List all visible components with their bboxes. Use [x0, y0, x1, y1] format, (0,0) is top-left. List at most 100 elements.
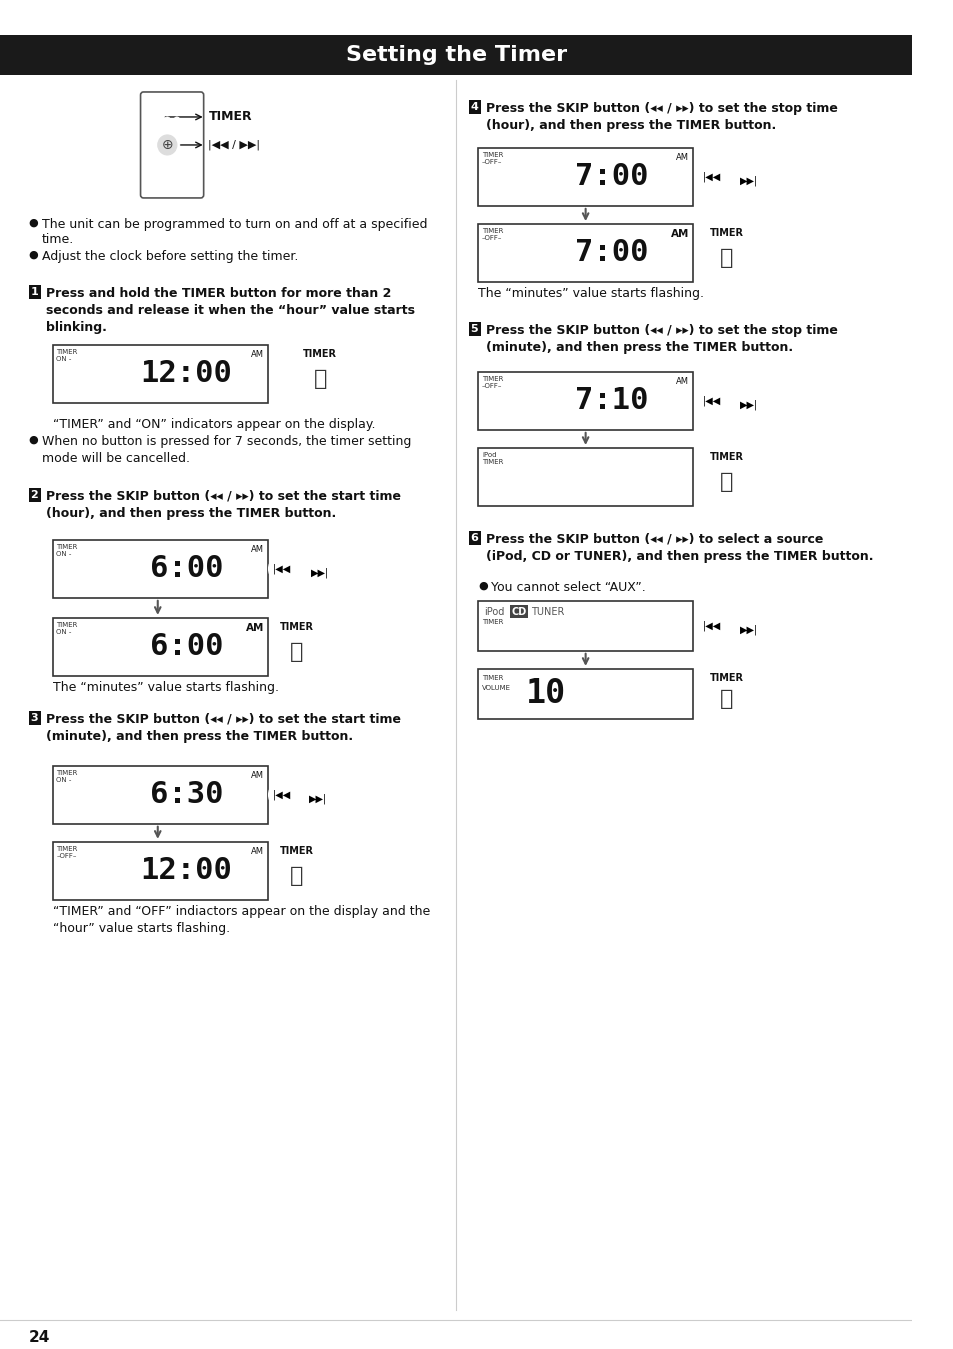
Circle shape [705, 677, 747, 720]
Text: CD: CD [511, 607, 526, 616]
Text: The unit can be programmed to turn on and off at a specified
time.: The unit can be programmed to turn on an… [42, 219, 427, 246]
Circle shape [154, 127, 160, 134]
Text: 3: 3 [30, 712, 38, 723]
Text: ▶▶|: ▶▶| [311, 568, 329, 579]
Text: AM: AM [251, 847, 264, 855]
Text: TIMER: TIMER [208, 111, 252, 124]
FancyBboxPatch shape [468, 100, 480, 113]
Text: |◀◀: |◀◀ [702, 395, 720, 406]
Text: TIMER
ON -: TIMER ON - [56, 622, 78, 635]
Circle shape [173, 142, 179, 148]
Text: iPod: iPod [483, 607, 503, 616]
Text: 12:00: 12:00 [140, 857, 233, 885]
Text: TIMER: TIMER [279, 846, 314, 855]
Circle shape [705, 460, 747, 505]
Circle shape [275, 630, 317, 673]
Circle shape [731, 163, 765, 198]
Circle shape [164, 117, 170, 123]
Text: 👋: 👋 [720, 248, 733, 268]
Text: Press the SKIP button (◂◂ / ▸▸) to set the stop time
(minute), and then press th: Press the SKIP button (◂◂ / ▸▸) to set t… [485, 324, 837, 353]
Text: 2: 2 [30, 490, 38, 500]
Text: ▶▶|: ▶▶| [309, 793, 327, 804]
Text: 5: 5 [470, 324, 477, 335]
Text: TIMER
ON -: TIMER ON - [56, 349, 78, 362]
Text: 7:10: 7:10 [575, 386, 648, 415]
Text: Press and hold the TIMER button for more than 2
seconds and release it when the : Press and hold the TIMER button for more… [46, 287, 415, 335]
Circle shape [705, 236, 747, 281]
Text: |◀◀: |◀◀ [273, 564, 291, 575]
Text: 👋: 👋 [720, 689, 733, 708]
Text: VOLUME: VOLUME [481, 685, 511, 691]
Text: TIMER
–OFF–: TIMER –OFF– [481, 228, 503, 241]
Circle shape [164, 127, 170, 134]
FancyBboxPatch shape [29, 285, 41, 299]
Text: 6:30: 6:30 [150, 780, 223, 809]
FancyBboxPatch shape [468, 322, 480, 336]
Text: Setting the Timer: Setting the Timer [345, 45, 566, 65]
Circle shape [154, 177, 160, 183]
Text: You cannot select “AUX”.: You cannot select “AUX”. [491, 581, 645, 594]
FancyBboxPatch shape [477, 669, 693, 719]
Text: 👋: 👋 [314, 368, 327, 389]
Text: AM: AM [670, 229, 689, 239]
Text: ●: ● [29, 250, 38, 260]
Text: TIMER: TIMER [303, 349, 337, 359]
FancyBboxPatch shape [477, 372, 693, 430]
FancyBboxPatch shape [0, 35, 911, 76]
Circle shape [699, 163, 725, 192]
Circle shape [301, 781, 335, 816]
FancyBboxPatch shape [140, 92, 203, 198]
Circle shape [164, 152, 170, 158]
Text: AM: AM [676, 376, 689, 386]
Text: TIMER: TIMER [709, 228, 743, 237]
Circle shape [154, 117, 160, 123]
FancyBboxPatch shape [52, 618, 268, 676]
Text: Press the SKIP button (◂◂ / ▸▸) to set the start time
(minute), and then press t: Press the SKIP button (◂◂ / ▸▸) to set t… [46, 712, 400, 743]
FancyBboxPatch shape [29, 711, 41, 724]
FancyBboxPatch shape [477, 448, 693, 506]
Text: TIMER
ON -: TIMER ON - [56, 544, 78, 557]
Circle shape [731, 387, 765, 422]
Circle shape [173, 127, 179, 134]
Circle shape [269, 554, 295, 583]
Circle shape [699, 387, 725, 415]
Text: 6:00: 6:00 [150, 633, 223, 661]
Text: 12:00: 12:00 [140, 359, 233, 389]
Text: TUNER: TUNER [530, 607, 563, 616]
Text: 1: 1 [30, 287, 38, 297]
Text: AM: AM [251, 770, 264, 780]
FancyBboxPatch shape [477, 600, 693, 650]
Text: 4: 4 [470, 103, 477, 112]
Circle shape [154, 167, 160, 173]
Circle shape [299, 357, 341, 401]
Circle shape [154, 142, 160, 148]
Text: “TIMER” and “ON” indicators appear on the display.: “TIMER” and “ON” indicators appear on th… [52, 418, 375, 430]
FancyBboxPatch shape [52, 766, 268, 824]
Circle shape [157, 135, 176, 155]
Circle shape [173, 167, 179, 173]
Circle shape [173, 177, 179, 183]
Text: TIMER: TIMER [481, 674, 503, 681]
Text: TIMER
–OFF–: TIMER –OFF– [481, 376, 503, 389]
FancyBboxPatch shape [477, 224, 693, 282]
Text: ▶▶|: ▶▶| [739, 625, 757, 635]
Circle shape [154, 107, 160, 113]
Text: TIMER
ON -: TIMER ON - [56, 770, 78, 782]
Circle shape [173, 117, 179, 123]
Text: 👋: 👋 [290, 866, 303, 886]
Text: |◀◀: |◀◀ [702, 171, 720, 182]
Text: When no button is pressed for 7 seconds, the timer setting
mode will be cancelle: When no button is pressed for 7 seconds,… [42, 434, 411, 465]
FancyBboxPatch shape [52, 842, 268, 900]
Text: TIMER
–OFF–: TIMER –OFF– [56, 846, 78, 859]
Circle shape [164, 177, 170, 183]
Text: TIMER: TIMER [279, 622, 314, 631]
Text: |◀◀: |◀◀ [702, 621, 720, 631]
Text: 👋: 👋 [720, 472, 733, 492]
Text: ●: ● [477, 581, 487, 591]
Text: Press the SKIP button (◂◂ / ▸▸) to select a source
(iPod, CD or TUNER), and then: Press the SKIP button (◂◂ / ▸▸) to selec… [485, 533, 872, 563]
Text: The “minutes” value starts flashing.: The “minutes” value starts flashing. [477, 287, 703, 299]
Text: Press the SKIP button (◂◂ / ▸▸) to set the stop time
(hour), and then press the : Press the SKIP button (◂◂ / ▸▸) to set t… [485, 103, 837, 132]
Text: TIMER: TIMER [709, 673, 743, 683]
Text: TIMER: TIMER [709, 452, 743, 461]
Text: ▶▶|: ▶▶| [739, 175, 757, 186]
